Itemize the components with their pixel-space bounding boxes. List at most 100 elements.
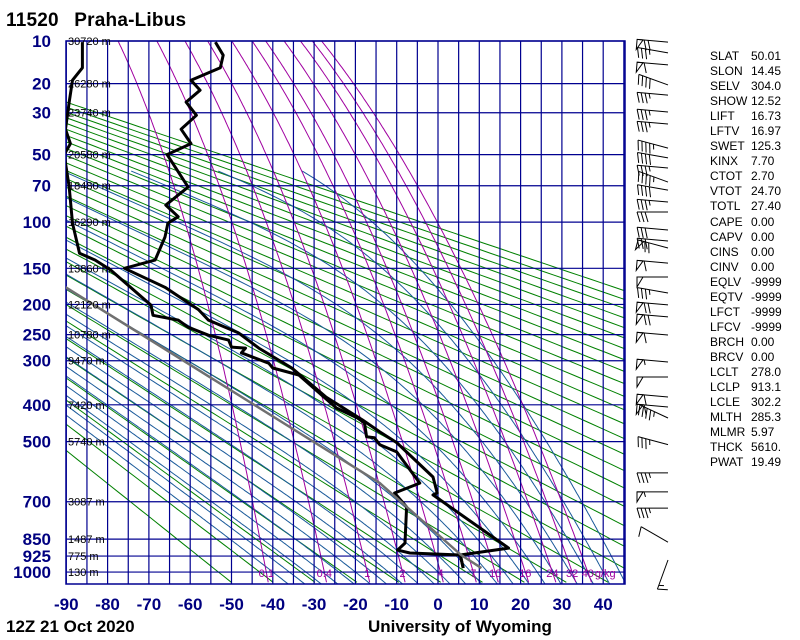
temperature-tick-label: -90: [54, 595, 79, 614]
barb-full: [640, 48, 644, 59]
barb-full: [644, 48, 648, 60]
barb-full: [640, 121, 644, 133]
barb-full: [640, 185, 644, 196]
height-label: 18480 m: [68, 181, 111, 193]
temperature-tick-label: -80: [95, 595, 120, 614]
wind-barb: [637, 170, 669, 187]
moist-adiabat: [66, 273, 498, 584]
dry-adiabat: [66, 117, 625, 319]
wind-barb: [637, 139, 669, 154]
height-label: 20580 m: [68, 150, 111, 162]
index-key: SWET: [710, 139, 745, 154]
barb-full: [644, 109, 648, 121]
barb-staff: [637, 120, 669, 125]
moist-adiabat: [66, 197, 562, 584]
temperature-tick-label: 40: [594, 595, 613, 614]
barb-full: [640, 153, 644, 164]
index-row: SWET 125.3: [710, 139, 782, 154]
barb-pennant: [635, 259, 645, 273]
barb-full: [649, 78, 651, 89]
dewpoint-trace: [66, 42, 465, 569]
barb-full: [636, 472, 641, 484]
barb-half: [648, 507, 651, 514]
index-row: EQLV -9999: [710, 275, 782, 290]
dry-adiabat: [66, 122, 625, 329]
moist-adiabat: [66, 394, 323, 584]
index-value: 5.97: [751, 425, 775, 440]
index-value: 16.97: [751, 124, 782, 139]
index-value: 0.00: [751, 259, 775, 274]
barb-full: [644, 472, 649, 484]
barb-full: [645, 408, 648, 419]
index-key: PWAT: [710, 455, 744, 470]
index-value: 19.49: [751, 455, 782, 470]
barb-half: [643, 491, 646, 498]
index-value: 2.70: [751, 169, 775, 184]
pressure-tick-label: 70: [32, 177, 51, 196]
barb-half: [648, 166, 651, 172]
index-key: LFTV: [710, 124, 740, 139]
barb-half: [653, 411, 655, 417]
mixing-ratio-label: 4: [437, 568, 443, 580]
temperature-tick-label: -40: [261, 595, 286, 614]
index-value: -9999: [751, 304, 782, 319]
mixing-ratio-line: [117, 41, 269, 583]
index-value: 14.45: [751, 64, 782, 79]
barb-full: [640, 507, 645, 519]
barb-full: [636, 227, 640, 238]
index-key: MLMR: [710, 425, 746, 440]
index-value: 0.00: [751, 244, 775, 259]
height-label: 23740 m: [68, 108, 111, 120]
barb-full: [644, 238, 648, 250]
wind-barb: [656, 559, 669, 591]
temperature-tick-label: 30: [552, 595, 571, 614]
pressure-tick-label: 400: [23, 396, 51, 415]
barb-pennant: [636, 376, 644, 389]
temperature-tick-label: -50: [219, 595, 244, 614]
parcel-trace: [66, 285, 483, 570]
index-value: 24.70: [751, 184, 782, 199]
barb-full: [647, 40, 651, 51]
index-row: VTOT 24.70: [710, 184, 782, 199]
pressure-tick-label: 1000: [13, 563, 51, 582]
temperature-tick-label: -30: [302, 595, 327, 614]
pressure-tick-label: 50: [32, 146, 51, 165]
barb-half: [648, 289, 651, 295]
index-value: 7.70: [751, 154, 775, 169]
wind-barb: [636, 472, 668, 484]
height-label: 16290 m: [68, 217, 111, 229]
pressure-tick-label: 200: [23, 295, 51, 314]
source-label: University of Wyoming: [368, 617, 552, 636]
temperature-tick-label: -60: [178, 595, 203, 614]
barb-pennant: [636, 491, 644, 504]
index-key: EQTV: [710, 289, 743, 304]
moist-adiabat: [66, 219, 546, 584]
wind-barb: [636, 226, 669, 239]
wind-barb: [635, 61, 669, 74]
wind-barb: [636, 376, 668, 389]
dry-adiabat: [66, 178, 625, 425]
barb-staff: [637, 184, 669, 191]
barb-full: [636, 121, 640, 132]
barb-full: [643, 394, 647, 406]
dry-adiabat: [66, 134, 625, 350]
barb-pennant: [635, 38, 645, 52]
index-row: MLMR 5.97: [710, 425, 782, 440]
pressure-tick-label: 100: [23, 213, 51, 232]
barb-full: [636, 92, 640, 103]
dry-adiabat: [66, 101, 625, 292]
barb-full: [640, 211, 645, 223]
pressure-tick-label: 30: [32, 104, 51, 123]
barb-full: [637, 171, 640, 182]
index-value: 125.3: [751, 139, 782, 154]
mixing-ratio-label: 16: [519, 568, 531, 580]
mixing-ratio-line: [184, 41, 371, 583]
barb-staff: [640, 526, 669, 543]
pressure-tick-label: 300: [23, 352, 51, 371]
barb-staff: [637, 198, 669, 203]
temperature-tick-label: 0: [433, 595, 442, 614]
index-value: 285.3: [751, 410, 782, 425]
plot-border: [65, 40, 626, 585]
barb-half: [648, 49, 651, 55]
barb-staff: [637, 46, 669, 54]
